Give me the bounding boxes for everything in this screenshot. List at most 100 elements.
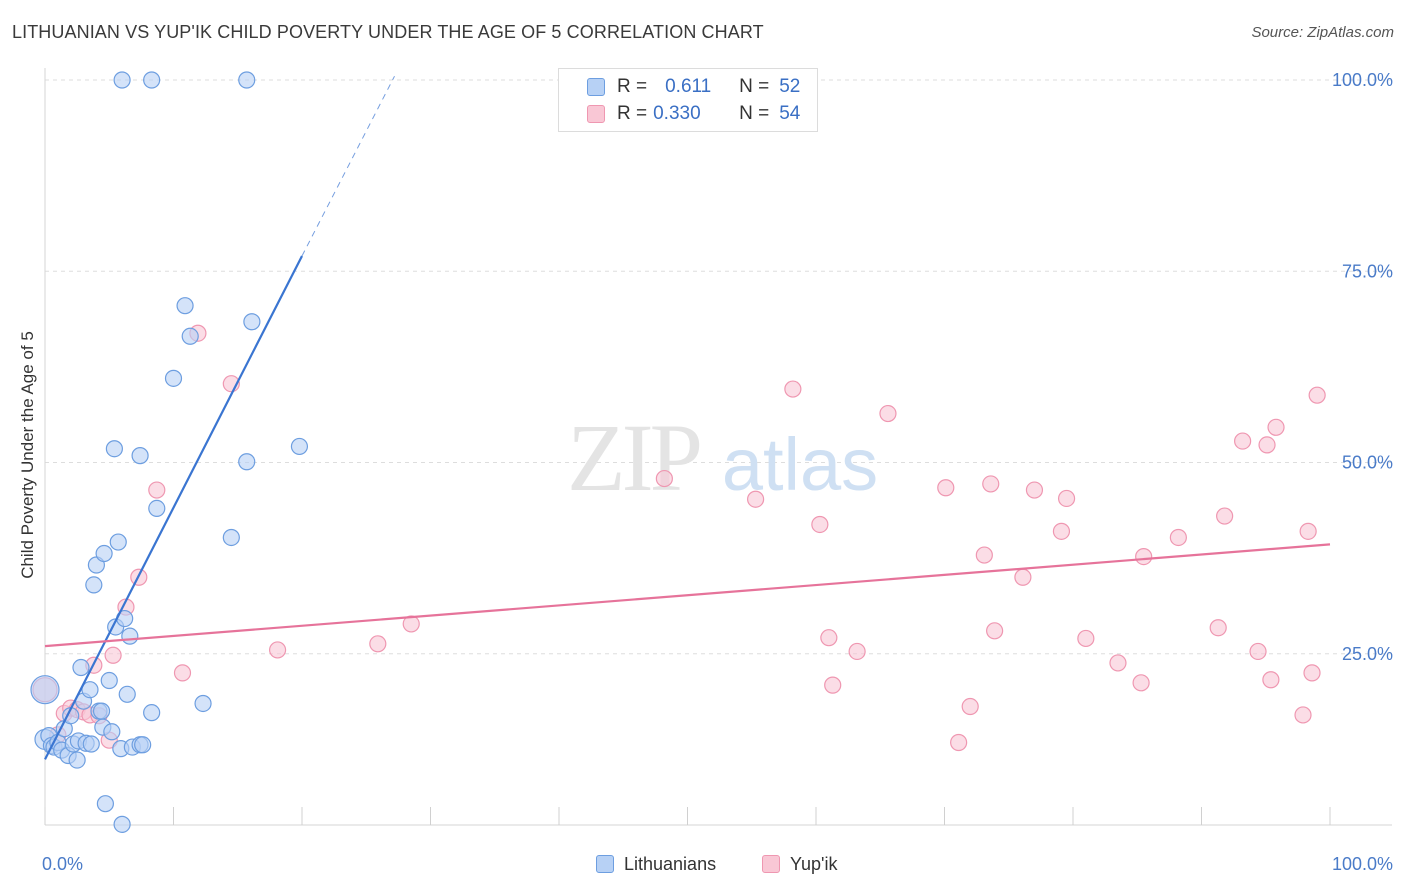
yupik-point	[1132, 674, 1150, 692]
watermark-zip: ZIP	[567, 404, 700, 511]
yupik-point	[879, 404, 897, 423]
lithuanian-legend-swatch	[596, 855, 614, 873]
yupik-swatch	[587, 105, 605, 123]
legend-r-value: 0.330	[653, 103, 701, 124]
legend-row-lithuanians: R = 0.611 N = 52	[587, 75, 800, 99]
yupik-point	[1135, 547, 1153, 566]
lithuanian-swatch	[587, 78, 605, 96]
y-tick-label: 25.0%	[1342, 644, 1393, 664]
lithuanian-point	[164, 369, 183, 387]
yupik-point	[811, 515, 829, 534]
gridlines	[45, 79, 1392, 655]
lithuanian-point	[194, 694, 212, 713]
yupik-point	[950, 733, 968, 752]
yupik-point	[1294, 706, 1312, 724]
yupik-point	[1057, 489, 1076, 508]
lithuanian-point	[148, 499, 166, 517]
lithuanian-point	[95, 544, 113, 563]
lithuanian-point	[30, 675, 60, 705]
yupik-point	[1025, 481, 1044, 499]
legend-r-value: 0.611	[665, 76, 712, 97]
yupik-point	[1258, 436, 1276, 454]
x-tick-label: 100.0%	[1332, 854, 1393, 874]
lithuanian-point	[109, 533, 127, 551]
legend-n-value: 52	[779, 76, 801, 97]
lithuanian-point	[131, 447, 149, 465]
legend-n-value: 54	[779, 103, 801, 124]
axes	[44, 68, 1392, 826]
yupik-point	[1052, 522, 1071, 540]
yupik-point	[1303, 664, 1321, 682]
legend-n-label: N =	[739, 103, 770, 124]
yupik-point	[1262, 671, 1280, 689]
lithuanian-point	[143, 71, 161, 89]
watermark: ZIP atlas	[567, 404, 878, 511]
bottom-legend-yupik: Yup'ik	[762, 852, 837, 876]
bottom-legend-lithuanians: Lithuanians	[596, 852, 716, 876]
yupik-point	[655, 469, 673, 488]
lithuanian-trend-extension	[301, 75, 395, 257]
legend-r-label: R =	[617, 76, 648, 97]
yupik-point	[975, 546, 993, 564]
lithuanian-point	[121, 627, 139, 645]
lithuanian-points	[30, 71, 309, 833]
lithuanian-point	[105, 440, 123, 458]
yupik-point	[1014, 568, 1032, 586]
yupik-point	[1234, 432, 1252, 450]
lithuanian-point	[68, 751, 86, 769]
x-tick-label: 0.0%	[42, 854, 83, 874]
yupik-point	[1267, 418, 1285, 436]
yupik-point	[982, 475, 1000, 493]
watermark-atlas: atlas	[722, 423, 878, 506]
yupik-point	[1209, 619, 1227, 637]
legend-n-label: N =	[739, 76, 770, 97]
lithuanian-point	[96, 795, 114, 813]
lithuanian-point	[81, 681, 99, 699]
lithuanian-point	[113, 815, 131, 833]
y-tick-label: 75.0%	[1342, 261, 1393, 281]
lithuanian-point	[85, 576, 103, 594]
y-tick-label: 100.0%	[1332, 70, 1393, 90]
lithuanian-point	[176, 297, 194, 315]
chart-title: LITHUANIAN VS YUP'IK CHILD POVERTY UNDER…	[12, 22, 764, 42]
yupik-point	[1216, 507, 1234, 525]
yupik-point	[268, 641, 287, 659]
lithuanian-point	[72, 658, 90, 677]
yupik-point	[104, 646, 122, 664]
lithuanian-point	[222, 528, 240, 547]
yupik-point	[784, 380, 802, 398]
yupik-point	[148, 481, 166, 499]
yupik-point	[937, 479, 955, 497]
lithuanian-point	[82, 735, 100, 753]
yupik-point	[820, 629, 838, 647]
lithuanian-point	[238, 71, 256, 89]
lithuanian-point	[134, 736, 152, 754]
legend-row-yupik: R = 0.330 N = 54	[587, 102, 800, 126]
lithuanian-point	[118, 685, 136, 703]
lithuanian-point	[243, 313, 261, 331]
correlation-legend: R = 0.611 N = 52 R = 0.330 N = 54	[558, 68, 818, 132]
lithuanian-point	[92, 702, 111, 720]
yupik-point	[1249, 642, 1267, 661]
yupik-legend-label: Yup'ik	[790, 853, 838, 874]
yupik-point	[848, 642, 866, 661]
yupik-point	[1169, 528, 1187, 547]
yupik-point	[1299, 522, 1317, 540]
source-label: Source: ZipAtlas.com	[1251, 24, 1394, 41]
yupik-point	[1308, 386, 1326, 404]
lithuanian-point	[238, 453, 256, 471]
yupik-point	[986, 622, 1004, 640]
yupik-point	[173, 664, 192, 682]
tick-labels: 25.0% 50.0% 75.0% 100.0% 0.0% 100.0%	[42, 70, 1393, 874]
yupik-point	[1109, 654, 1127, 672]
trend-lines	[44, 75, 1331, 760]
yupik-trend-line	[44, 543, 1331, 648]
lithuanian-point	[100, 671, 118, 690]
yupik-point	[747, 490, 765, 508]
lithuanian-point	[181, 327, 199, 345]
yupik-point	[402, 615, 420, 633]
yupik-point	[824, 676, 842, 694]
lithuanian-legend-label: Lithuanians	[624, 853, 717, 874]
yupik-legend-swatch	[762, 855, 780, 873]
